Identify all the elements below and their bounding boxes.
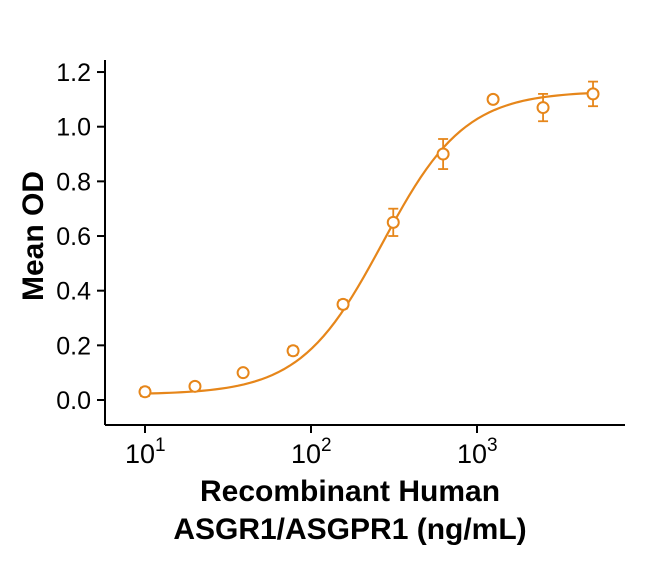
error-bars	[140, 80, 599, 397]
data-point	[436, 147, 450, 161]
x-tick-label: 101	[125, 435, 166, 469]
x-tick-label: 102	[291, 435, 332, 469]
data-points	[138, 87, 600, 399]
data-point	[188, 379, 202, 393]
data-point	[336, 297, 350, 311]
axes	[104, 60, 625, 426]
x-axis-ticks: 101 102 103	[125, 425, 498, 469]
y-tick-label: 0.0	[56, 387, 91, 415]
y-tick-label: 0.2	[56, 332, 91, 360]
data-point	[286, 344, 300, 358]
x-axis-title-line1: Recombinant Human	[199, 475, 501, 508]
y-tick-label: 0.6	[56, 223, 91, 251]
y-tick-label: 0.4	[56, 278, 91, 306]
y-axis-title: Mean OD	[17, 170, 50, 302]
data-point	[138, 385, 152, 399]
x-tick-label: 103	[457, 435, 498, 469]
data-point	[586, 87, 600, 101]
y-tick-label: 1.2	[56, 59, 91, 87]
y-axis-ticks: 0.0 0.2 0.4 0.6 0.8 1.0 1.2	[56, 59, 105, 415]
y-tick-label: 0.8	[56, 168, 91, 196]
data-point	[486, 92, 500, 106]
data-point	[386, 215, 400, 229]
y-tick-label: 1.0	[56, 114, 91, 142]
data-point	[536, 101, 550, 115]
x-axis-title-line2: ASGR1/ASGPR1 (ng/mL)	[173, 513, 527, 546]
data-point	[236, 366, 250, 380]
fit-curve	[141, 91, 598, 395]
